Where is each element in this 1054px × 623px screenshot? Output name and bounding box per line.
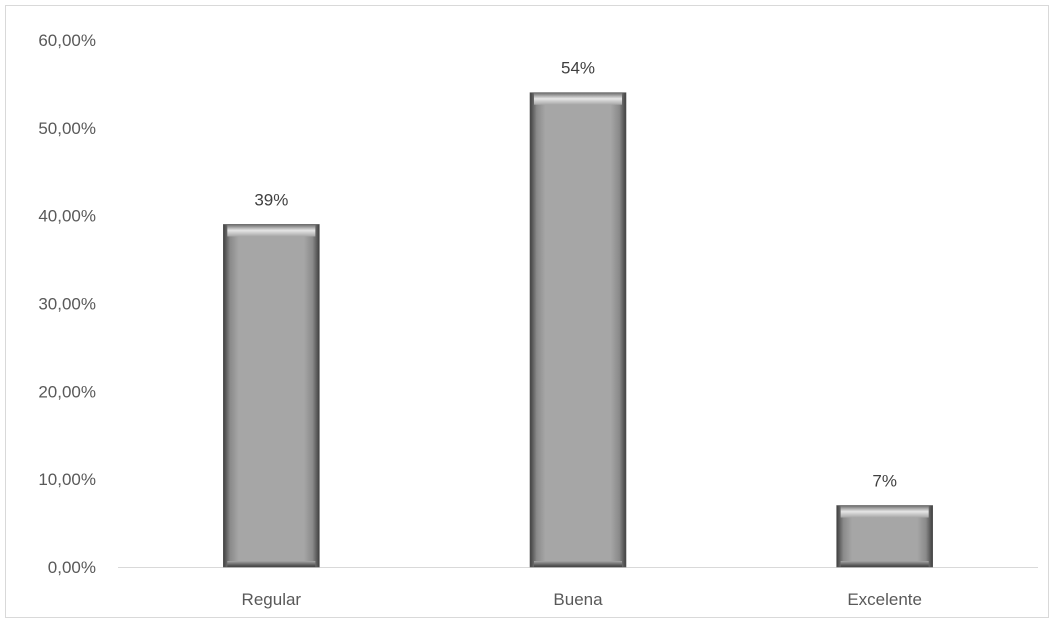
bar-outline xyxy=(836,505,933,568)
bar-bottom-bevel xyxy=(534,561,622,567)
x-tick-label: Regular xyxy=(242,590,302,609)
x-axis-tick-labels: Regular Buena Excelente xyxy=(242,590,922,609)
bar-data-label: 54% xyxy=(561,59,595,78)
y-tick-label: 0,00% xyxy=(48,558,96,577)
y-axis-tick-labels: 0,00% 10,00% 20,00% 30,00% 40,00% 50,00% 60,00… xyxy=(38,31,96,577)
bar xyxy=(529,92,627,568)
bar-body xyxy=(530,92,626,567)
bar-outline xyxy=(223,224,320,568)
bar-top-bevel xyxy=(840,505,929,518)
y-tick-label: 50,00% xyxy=(38,119,96,138)
bar xyxy=(836,505,933,568)
bar-top-bevel xyxy=(227,224,316,237)
x-tick-label: Excelente xyxy=(847,590,922,609)
bar-top-bevel xyxy=(534,92,622,105)
y-tick-label: 30,00% xyxy=(38,295,96,314)
y-tick-label: 10,00% xyxy=(38,470,96,489)
bar-bottom-bevel xyxy=(840,561,929,567)
bar-data-label: 39% xyxy=(254,190,288,209)
bar-body xyxy=(223,224,320,567)
bar-data-label: 7% xyxy=(872,472,897,491)
y-tick-label: 40,00% xyxy=(38,207,96,226)
y-tick-label: 60,00% xyxy=(38,31,96,50)
x-tick-label: Buena xyxy=(553,590,603,609)
bar xyxy=(223,224,320,568)
y-tick-label: 20,00% xyxy=(38,382,96,401)
bars-group xyxy=(223,92,933,568)
bar-bottom-bevel xyxy=(227,561,316,567)
data-labels-group: 39% 54% 7% xyxy=(254,59,897,491)
chart-frame xyxy=(5,5,1049,618)
bar-outline xyxy=(529,92,627,568)
